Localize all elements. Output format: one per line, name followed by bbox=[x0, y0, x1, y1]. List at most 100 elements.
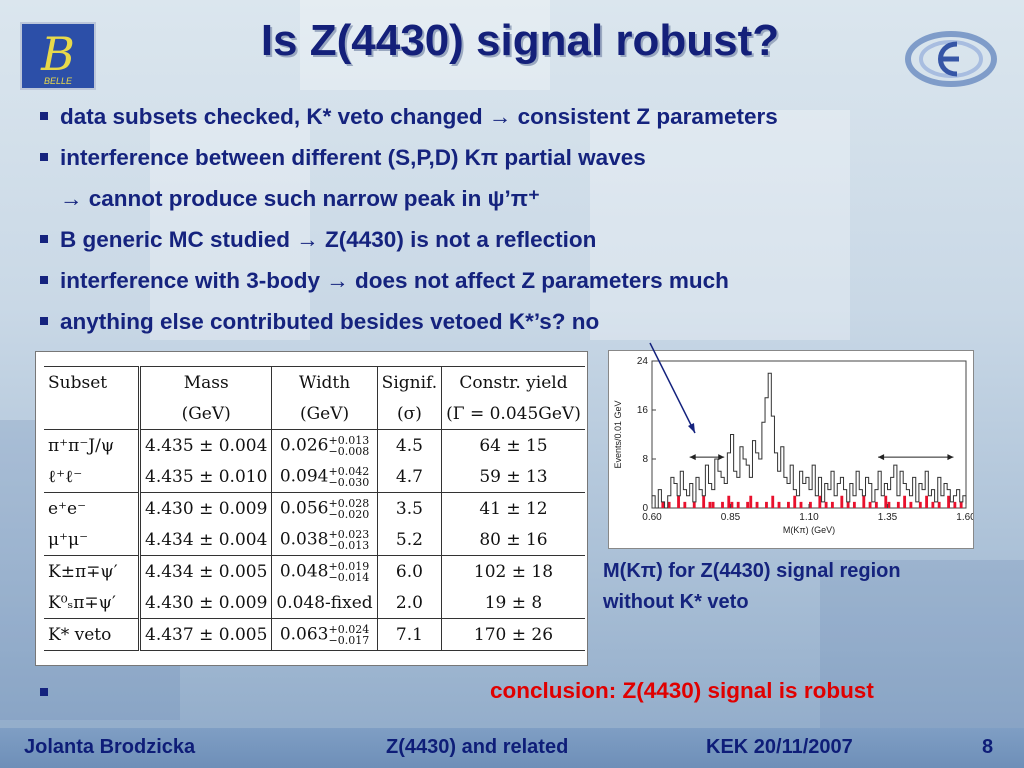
row-subset: π⁺π⁻J/ψ bbox=[44, 429, 141, 461]
row-mass: 4.430 ± 0.009 bbox=[139, 492, 273, 524]
background-bar bbox=[755, 501, 759, 508]
sideband-arrow-right-head-right bbox=[947, 454, 954, 461]
background-bar bbox=[683, 501, 687, 508]
bullet-1: data subsets checked, K* veto changed → … bbox=[40, 104, 778, 130]
x-tick-label: 0.60 bbox=[642, 512, 662, 523]
svg-text:BELLE: BELLE bbox=[44, 76, 73, 86]
row-mass: 4.437 ± 0.005 bbox=[139, 618, 273, 651]
slide-footer: Jolanta Brodzicka Z(4430) and related KE… bbox=[0, 728, 1024, 768]
background-bar bbox=[824, 501, 828, 508]
table-row: e⁺e⁻ 4.430 ± 0.009 0.056 +0.028 −0.020 3.5 41 … bbox=[44, 492, 585, 524]
table-row: K±π∓ψ′ 4.434 ± 0.005 0.048 +0.019 −0.014 6.0 1… bbox=[44, 555, 585, 587]
background-bar bbox=[918, 501, 922, 508]
background-bar bbox=[884, 495, 888, 508]
background-bar bbox=[749, 495, 753, 508]
background-bar bbox=[777, 501, 781, 508]
col-header-signif: Signif. bbox=[377, 366, 443, 398]
background-bar bbox=[667, 501, 671, 508]
row-signif: 7.1 bbox=[377, 618, 443, 651]
background-bar bbox=[799, 501, 803, 508]
col-header-mass: Mass bbox=[139, 366, 273, 398]
y-axis-label: Events/0.01 GeV bbox=[613, 400, 623, 468]
x-tick-label: 1.35 bbox=[878, 512, 898, 523]
background-bar bbox=[771, 495, 775, 508]
svg-text:B: B bbox=[40, 27, 75, 81]
background-bar bbox=[887, 501, 891, 508]
row-signif: 6.0 bbox=[377, 555, 443, 587]
table-row: K* veto 4.437 ± 0.005 0.063 +0.024 −0.017 7.1… bbox=[44, 618, 585, 651]
row-yield: 59 ± 13 bbox=[479, 466, 548, 487]
col-header-width: Width bbox=[271, 366, 378, 398]
table-row: μ⁺μ⁻ 4.434 ± 0.004 0.038 +0.023 −0.013 5.2 80 … bbox=[44, 524, 585, 556]
background-bar bbox=[937, 501, 941, 508]
results-table: Subset Mass Width Signif. Constr. yield … bbox=[44, 366, 585, 651]
background-bar bbox=[959, 501, 963, 508]
x-axis-label: M(Kπ) (GeV) bbox=[783, 525, 835, 535]
background-bar bbox=[896, 501, 900, 508]
col-header-subset: Subset bbox=[44, 366, 141, 398]
row-yield: 102 ± 18 bbox=[441, 555, 585, 587]
row-subset: K⁰ₛπ∓ψ′ bbox=[44, 587, 141, 619]
table-row: π⁺π⁻J/ψ 4.435 ± 0.004 0.026 +0.013 −0.008 4.5… bbox=[44, 429, 585, 461]
row-yield: 80 ± 16 bbox=[479, 529, 548, 550]
row-width: 0.026 +0.013 −0.008 bbox=[271, 429, 378, 461]
row-subset: ℓ⁺ℓ⁻ bbox=[44, 461, 141, 493]
background-bar bbox=[925, 495, 929, 508]
y-tick-label: 0 bbox=[642, 503, 648, 514]
background-bar bbox=[721, 501, 724, 508]
row-mass: 4.434 ± 0.005 bbox=[139, 555, 273, 587]
background-bar bbox=[830, 501, 834, 508]
row-width: 0.094 +0.042 −0.030 bbox=[271, 461, 378, 493]
bullet-4: interference with 3-body → does not affe… bbox=[40, 268, 729, 294]
conclusion-text: conclusion: Z(4430) signal is robust bbox=[490, 678, 874, 703]
row-yield: 41 ± 12 bbox=[441, 492, 585, 524]
row-mass: 4.434 ± 0.004 bbox=[139, 524, 273, 556]
bullet-3: B generic MC studied → Z(4430) is not a … bbox=[40, 227, 596, 253]
conclusion-bullet bbox=[40, 688, 48, 696]
row-mass: 4.435 ± 0.004 bbox=[139, 429, 273, 461]
mkpi-histogram: 0.60 0.85 1.10 1.35 1.60 0 8 16 24 M(Kπ) (GeV) Eve… bbox=[608, 350, 976, 549]
table-row: ℓ⁺ℓ⁻ 4.435 ± 0.010 0.094 +0.042 −0.030 4.7 59 … bbox=[44, 461, 585, 493]
unit-signif: (σ) bbox=[377, 398, 443, 430]
row-width: 0.056 +0.028 −0.020 bbox=[271, 492, 378, 524]
slide-title: Is Z(4430) signal robust? bbox=[260, 16, 780, 65]
footer-venue: KEK 20/11/2007 bbox=[706, 736, 853, 758]
row-yield: 19 ± 8 bbox=[484, 592, 543, 613]
row-width: 0.048-fixed bbox=[271, 587, 378, 619]
bullet-2: interference between different (S,P,D) K… bbox=[40, 145, 646, 171]
x-tick-label: 0.85 bbox=[721, 512, 741, 523]
background-bar bbox=[702, 495, 706, 508]
background-bar bbox=[947, 495, 950, 508]
row-signif: 2.0 bbox=[377, 587, 443, 619]
background-bar bbox=[727, 495, 731, 508]
background-bar bbox=[730, 501, 734, 508]
bullet-2-continuation: → cannot produce such narrow peak in ψ’π… bbox=[60, 186, 540, 211]
background-bar bbox=[931, 501, 935, 508]
background-bar bbox=[708, 501, 712, 508]
background-bar bbox=[846, 501, 850, 508]
bullet-5: anything else contributed besides vetoed… bbox=[40, 309, 599, 335]
sideband-arrow-right-head-left bbox=[878, 454, 885, 461]
row-yield: 64 ± 15 bbox=[441, 429, 585, 461]
row-width: 0.063 +0.024 −0.017 bbox=[271, 618, 378, 651]
background-bar bbox=[868, 501, 872, 508]
x-tick-label: 1.10 bbox=[799, 512, 819, 523]
unit-yield: (Γ = 0.045GeV) bbox=[446, 403, 581, 424]
background-bar bbox=[692, 501, 696, 508]
footer-talk: Z(4430) and related bbox=[386, 736, 569, 758]
background-bar bbox=[874, 501, 878, 508]
background-bar bbox=[746, 501, 750, 508]
row-width: 0.038 +0.023 −0.013 bbox=[271, 524, 378, 556]
footer-page-number: 8 bbox=[982, 736, 994, 758]
row-subset: K* veto bbox=[44, 618, 141, 651]
row-subset: e⁺e⁻ bbox=[44, 492, 141, 524]
sideband-arrow-left-head-left bbox=[689, 454, 696, 461]
background-bar bbox=[862, 495, 866, 508]
unit-width: (GeV) bbox=[271, 398, 378, 430]
y-tick-label: 24 bbox=[637, 356, 649, 367]
background-bar bbox=[953, 501, 957, 508]
background-bar bbox=[909, 501, 913, 508]
background-bar bbox=[840, 495, 844, 508]
background-bar bbox=[793, 495, 797, 508]
row-subset: μ⁺μ⁻ bbox=[44, 524, 141, 556]
